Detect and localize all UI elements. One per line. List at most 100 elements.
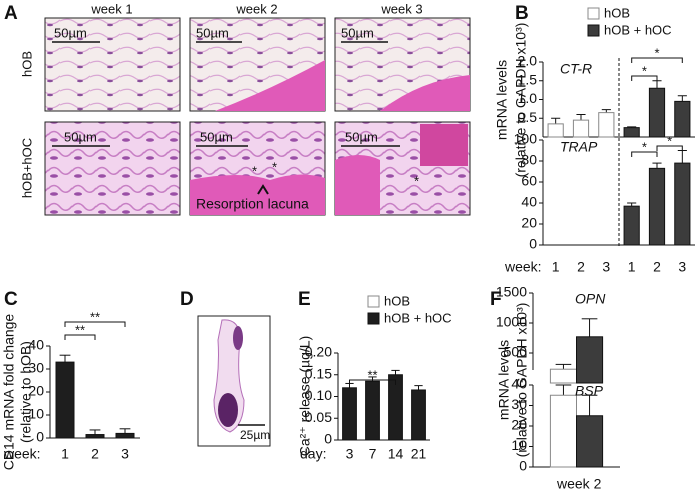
bar (674, 100, 691, 138)
bar (549, 368, 578, 384)
bar (85, 434, 105, 439)
y-tick-label: 20 (521, 215, 537, 231)
legend-label: hOB + hOC (384, 310, 452, 325)
y-tick-label: 0 (529, 236, 537, 252)
x-tick-label: 2 (577, 259, 585, 275)
bar (623, 127, 640, 138)
row-label: hOB (19, 51, 34, 77)
panel-sublabel: TRAP (560, 139, 598, 155)
y-tick-label: 1.0 (518, 90, 538, 106)
significance-label: ** (367, 367, 377, 382)
scale-bar: 50µm (341, 25, 374, 40)
bar (576, 336, 604, 384)
micrograph (44, 17, 181, 112)
panel-label: B (515, 3, 529, 24)
scale-bar: 50µm (345, 129, 378, 144)
x-axis-label: day: (300, 446, 326, 462)
nucleus (233, 326, 243, 350)
bar (411, 389, 426, 441)
y-tick-label: 0.15 (305, 365, 332, 381)
x-tick-label: 2 (653, 259, 661, 275)
asterisk: * (272, 159, 277, 174)
bone (190, 174, 325, 215)
y-tick-label: 10 (511, 437, 527, 453)
legend-label: hOB (384, 293, 410, 308)
significance-bracket (64, 334, 96, 340)
y-tick-label: 0.20 (305, 344, 332, 360)
scale-bar: 50µm (196, 25, 229, 40)
x-axis-label: week: (3, 446, 41, 462)
y-tick-label: 0 (324, 431, 332, 447)
y-tick-label: 30 (28, 360, 44, 376)
y-tick-label: 80 (521, 152, 537, 168)
bar (55, 361, 75, 439)
bar (598, 112, 615, 138)
x-tick-label: 1 (61, 446, 69, 462)
y-tick-label: 0.05 (305, 409, 332, 425)
panel-label: C (4, 289, 18, 310)
y-axis-label: CD14 mRNA fold change (1, 314, 17, 471)
scale-bar: 50µm (54, 25, 87, 40)
micrograph (44, 121, 181, 216)
significance-label: * (654, 45, 659, 60)
significance-bracket (631, 75, 658, 81)
significance-bracket (656, 145, 683, 151)
y-axis-label: mRNA levels (494, 60, 510, 140)
legend-swatch (587, 7, 600, 20)
y-tick-label: 2.0 (518, 53, 538, 69)
x-axis-label: week: (504, 259, 542, 275)
bone (420, 124, 468, 166)
bar (342, 387, 357, 441)
y-tick-label: 1.5 (518, 71, 538, 87)
bar (576, 415, 604, 468)
annotation: Resorption lacuna (196, 196, 309, 212)
y-tick-label: 20 (28, 383, 44, 399)
x-tick-label: 2 (91, 446, 99, 462)
y-axis-label: mRNA levels (496, 340, 512, 420)
bar (365, 380, 380, 441)
y-tick-label: 1500 (496, 284, 527, 300)
bar (115, 432, 135, 439)
bar (648, 167, 666, 246)
bar (388, 374, 403, 441)
bar (648, 87, 666, 138)
asterisk: * (252, 163, 257, 178)
column-label: week 2 (235, 1, 277, 16)
bone (380, 75, 470, 111)
x-tick-label: 1 (552, 259, 560, 275)
y-tick-label: 0.5 (518, 109, 538, 125)
bar (572, 119, 590, 138)
y-tick-label: 40 (28, 337, 44, 353)
legend-label: hOB (604, 5, 630, 20)
y-axis-label: Ca²⁺ release (µg/L) (297, 336, 313, 457)
y-tick-label: 10 (28, 406, 44, 422)
y-tick-label: 30 (511, 396, 527, 412)
panel-sublabel: BSP (575, 383, 604, 399)
y-tick-label: 0 (519, 458, 527, 474)
y-tick-label: 60 (521, 173, 537, 189)
y-tick-label: 500 (504, 344, 528, 360)
significance-label: ** (90, 309, 100, 324)
x-tick-label: 3 (121, 446, 129, 462)
bar (674, 162, 691, 246)
x-tick-label: 1 (628, 259, 636, 275)
scale-bar: 50µm (64, 129, 97, 144)
significance-label: ** (75, 322, 85, 337)
panel-label: E (298, 289, 311, 310)
bar (623, 205, 640, 246)
significance-bracket (349, 379, 396, 385)
x-tick-label: 3 (602, 259, 610, 275)
column-label: week 3 (380, 1, 422, 16)
legend-swatch (587, 24, 600, 37)
y-tick-label: 0.10 (305, 387, 332, 403)
x-tick-label: 21 (411, 446, 427, 462)
significance-bracket (64, 321, 126, 327)
bar (547, 123, 564, 138)
panel-label: D (180, 289, 194, 310)
x-tick-label: 3 (678, 259, 686, 275)
y-tick-label: 100 (514, 131, 538, 147)
legend-swatch (367, 295, 380, 308)
scale-bar: 50µm (200, 129, 233, 144)
significance-label: * (667, 133, 672, 148)
significance-label: * (642, 63, 647, 78)
